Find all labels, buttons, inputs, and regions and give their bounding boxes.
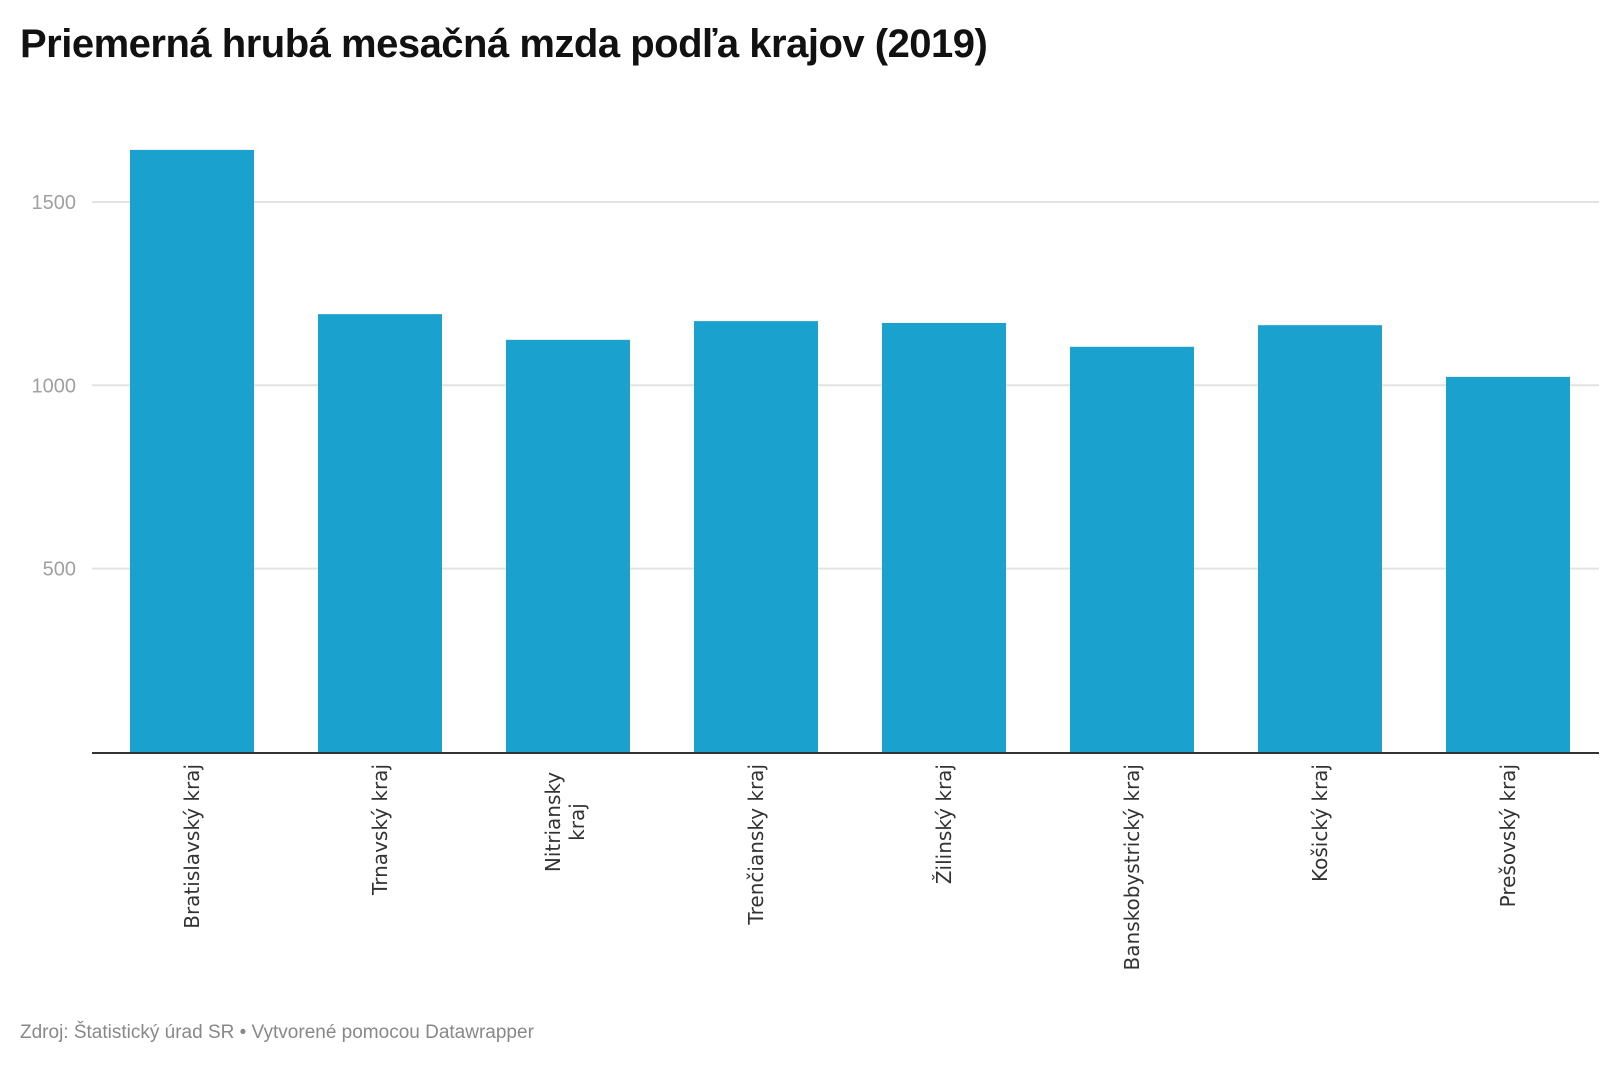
x-tick-label: Žilinský kraj	[932, 764, 956, 884]
x-tick-label: Trnavský kraj	[368, 764, 392, 896]
x-tick-label-line: Nitriansky	[541, 772, 565, 872]
y-tick-label: 1000	[32, 375, 77, 397]
x-tick-label: Košický kraj	[1308, 764, 1332, 882]
x-tick-label: Trenčiansky kraj	[744, 764, 768, 926]
x-tick-label: Prešovský kraj	[1496, 764, 1520, 907]
y-tick-label: 500	[43, 559, 76, 581]
source-footer: Zdroj: Štatistický úrad SR • Vytvorené p…	[20, 1022, 534, 1043]
bar	[1258, 325, 1382, 752]
bar	[130, 149, 254, 752]
x-tick-label: Bratislavský kraj	[180, 764, 204, 929]
bar	[318, 314, 442, 752]
bar	[1446, 376, 1570, 752]
bar	[1070, 346, 1194, 752]
x-tick-label-line: kraj	[565, 803, 589, 841]
x-tick-label: Banskobystrický kraj	[1120, 764, 1144, 970]
x-tick-label: Nitrianskykraj	[541, 772, 589, 872]
y-tick-label: 1500	[32, 192, 77, 214]
chart-title: Priemerná hrubá mesačná mzda podľa krajo…	[20, 22, 988, 66]
bar	[882, 322, 1006, 752]
bar	[506, 339, 630, 752]
bar-chart: 500 1000 1500 Bratislavský kraj Trnavský kra…	[32, 149, 1599, 970]
bar	[694, 321, 818, 752]
